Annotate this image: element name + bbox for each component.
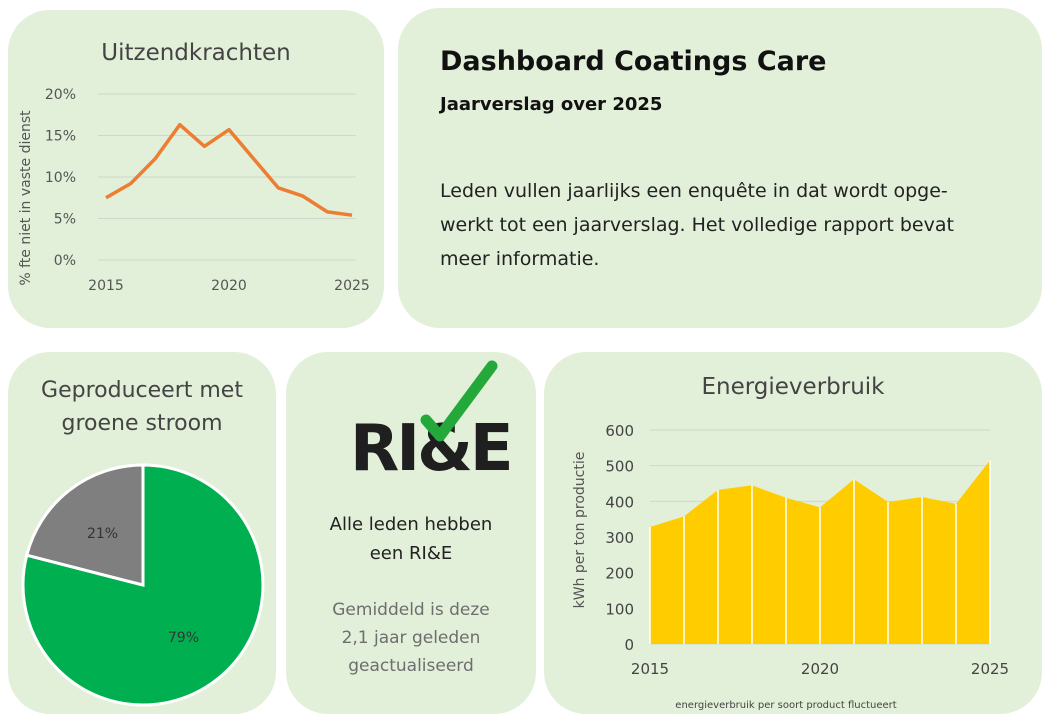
energieverbruik-ylabel: kWh per ton productie <box>572 452 588 609</box>
intro-line: werkt tot een jaarverslag. Het volledige… <box>440 214 954 236</box>
pie-slice-label: 79% <box>168 630 199 646</box>
rie-statement-line: Alle leden hebben <box>329 514 493 535</box>
checkmark-icon <box>420 360 498 442</box>
uitzendkrachten-ylabel: % fte niet in vaste dienst <box>18 110 34 286</box>
pie-slice <box>24 463 145 587</box>
groene-stroom-title-line: Geproduceert met <box>41 378 243 403</box>
y-tick-label: 0 <box>624 636 634 654</box>
y-tick-label: 5% <box>54 212 76 228</box>
x-tick-label: 2025 <box>971 660 1009 678</box>
y-tick-label: 200 <box>605 565 634 583</box>
rie-statement: Alle leden hebben een RI&E <box>286 510 536 568</box>
page-title: Dashboard Coatings Care <box>440 46 827 77</box>
uitzendkrachten-title: Uitzendkrachten <box>101 40 291 66</box>
energieverbruik-chart: kWh per ton productie energieverbruik pe… <box>572 422 1009 711</box>
x-tick-label: 2020 <box>801 660 839 678</box>
header-card: Dashboard Coatings Care Jaarverslag over… <box>398 8 1042 328</box>
y-tick-label: 600 <box>605 422 634 440</box>
uitzendkrachten-chart: % fte niet in vaste dienst 0% 5% 10% 15% 20%… <box>18 87 370 294</box>
page-subtitle: Jaarverslag over 2025 <box>440 94 663 115</box>
energieverbruik-title: Energieverbruik <box>701 374 885 400</box>
x-tick-label: 2015 <box>631 660 669 678</box>
rie-detail-line: geactualiseerd <box>348 656 474 676</box>
y-tick-label: 400 <box>605 493 634 511</box>
intro-line: meer informatie. <box>440 248 600 270</box>
y-tick-label: 20% <box>45 87 76 103</box>
y-tick-label: 0% <box>54 253 76 269</box>
groene-stroom-title-line: groene stroom <box>61 411 223 436</box>
pie-slice-label: 21% <box>87 526 118 542</box>
y-tick-label: 500 <box>605 458 634 476</box>
intro-line: Leden vullen jaarlijks een enquête in da… <box>440 180 948 202</box>
y-tick-label: 15% <box>45 129 76 145</box>
rie-detail: Gemiddeld is deze 2,1 jaar geleden geact… <box>286 596 536 680</box>
groene-stroom-title: Geproduceert met groene stroom <box>8 374 276 440</box>
uitzendkrachten-card: Uitzendkrachten % fte niet in vaste dien… <box>8 10 384 328</box>
energieverbruik-card: Energieverbruik kWh per ton productie en… <box>544 352 1042 714</box>
x-tick-label: 2015 <box>88 278 124 294</box>
groene-stroom-pie: 79% 21% <box>21 463 265 707</box>
rie-logo: RI&E <box>350 360 514 486</box>
x-tick-label: 2020 <box>211 278 247 294</box>
intro-text: Leden vullen jaarlijks een enquête in da… <box>440 174 1020 276</box>
rie-detail-line: 2,1 jaar geleden <box>341 628 481 648</box>
energieverbruik-footnote: energieverbruik per soort product fluctu… <box>675 700 896 711</box>
rie-detail-line: Gemiddeld is deze <box>332 600 490 620</box>
y-tick-label: 10% <box>45 170 76 186</box>
groene-stroom-card: Geproduceert met groene stroom 79% 21% <box>8 352 276 714</box>
y-tick-label: 300 <box>605 529 634 547</box>
rie-card: RI&E Alle leden hebben een RI&E Gemiddel… <box>286 352 536 714</box>
x-tick-label: 2025 <box>334 278 370 294</box>
rie-statement-line: een RI&E <box>369 543 453 564</box>
series-line <box>105 122 353 217</box>
y-tick-label: 100 <box>605 600 634 618</box>
